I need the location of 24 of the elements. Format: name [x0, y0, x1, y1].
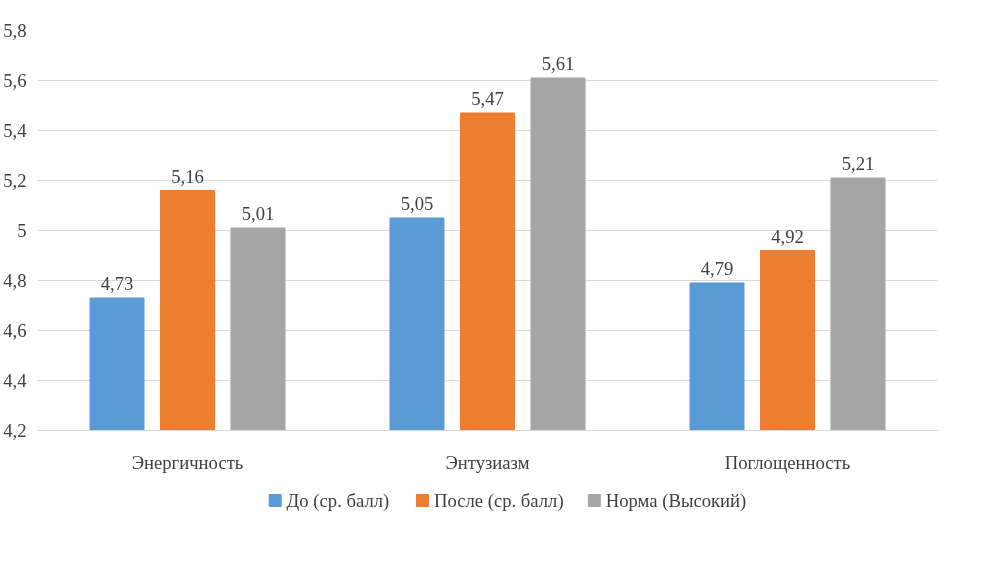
y-tick-label: 4,2 — [3, 420, 27, 441]
y-tick-label: 5,4 — [3, 120, 28, 141]
data-label: 5,47 — [471, 88, 504, 109]
y-tick-label: 4,6 — [3, 320, 27, 341]
data-label: 4,73 — [100, 273, 134, 294]
x-tick-label: Энтузиазм — [445, 451, 530, 473]
legend-label: После (ср. балл) — [433, 490, 564, 512]
data-label: 4,79 — [700, 258, 734, 279]
data-label: 4,92 — [771, 225, 804, 247]
y-tick-label: 5,8 — [3, 20, 27, 41]
y-tick-label: 5,2 — [3, 170, 27, 191]
data-label: 5,16 — [171, 165, 204, 187]
data-label: 5,21 — [841, 153, 875, 174]
y-tick-label: 4,8 — [3, 270, 27, 291]
y-tick-label: 5,6 — [3, 70, 27, 91]
x-tick-label: Энергичность — [131, 451, 244, 473]
data-label: 5,05 — [400, 193, 434, 214]
y-tick-label: 4,4 — [3, 370, 28, 391]
legend-label: До (ср. балл) — [286, 490, 390, 512]
data-label: 5,01 — [241, 203, 275, 224]
x-tick-label: Поглощенность — [724, 451, 851, 473]
legend-label: Норма (Высокий) — [605, 490, 747, 512]
data-label: 5,61 — [541, 53, 575, 74]
y-tick-label: 5 — [17, 220, 27, 241]
